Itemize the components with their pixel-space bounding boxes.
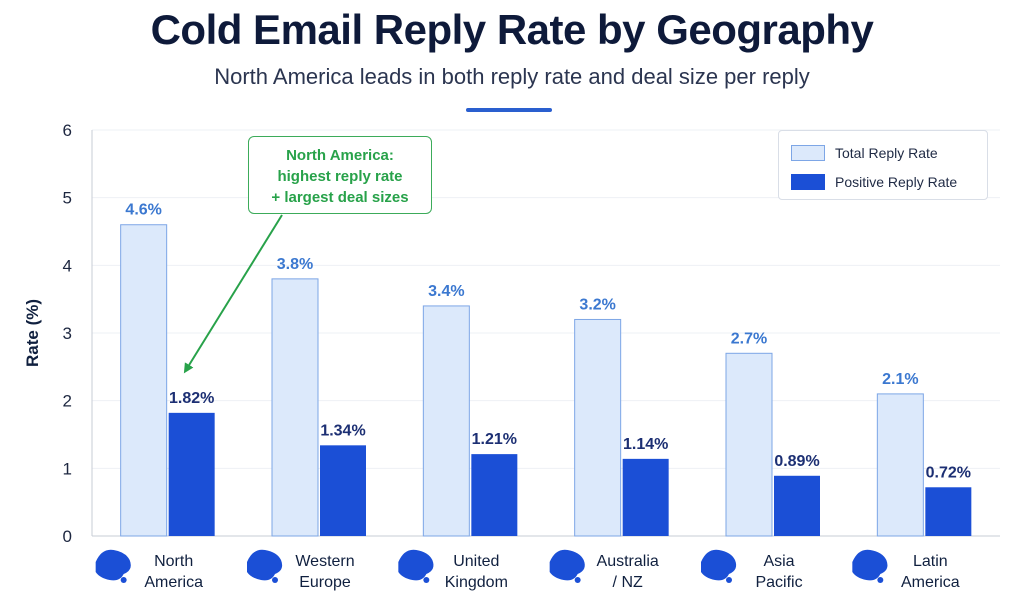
bar-total-reply-rate [876, 393, 924, 537]
data-label-total: 4.6% [125, 202, 161, 219]
x-category-label-line1: North [154, 553, 193, 570]
chart-legend: Total Reply Rate Positive Reply Rate [778, 130, 988, 200]
data-label-total: 3.2% [579, 296, 615, 313]
data-label-total: 3.4% [428, 283, 464, 300]
data-label-total: 2.7% [731, 330, 767, 347]
bar-positive-reply-rate [774, 475, 820, 536]
legend-label-positive: Positive Reply Rate [835, 174, 958, 190]
bar-total-reply-rate [574, 318, 622, 537]
callout-arrow [183, 214, 283, 374]
x-category-labels: North America Western Europe United Kingdom Au… [95, 549, 960, 591]
data-labels: 4.6% 1.82% 3.8% 1.34% 3.4% 1.21% 3.2% 1.14% 2.7%… [125, 202, 971, 482]
y-tick-label: 1 [63, 459, 72, 478]
data-label-positive: 1.82% [169, 390, 214, 407]
europe-map-icon [247, 549, 283, 583]
x-category-label-line2: Kingdom [445, 574, 508, 591]
bars [120, 224, 972, 537]
callout-line-1: North America: [286, 147, 394, 164]
bar-positive-reply-rate [925, 487, 972, 536]
legend-swatch-positive [791, 174, 825, 190]
axes: 0 1 2 3 4 5 6 Rate (%) [23, 121, 1000, 546]
uk-map-icon [398, 549, 434, 583]
x-category-label-line2: America [901, 574, 960, 591]
x-category-label-line2: / NZ [613, 574, 643, 591]
chart-subtitle: North America leads in both reply rate a… [214, 64, 810, 89]
y-tick-label: 4 [63, 256, 72, 275]
data-label-positive: 0.72% [926, 464, 971, 481]
bar-positive-reply-rate [320, 445, 366, 536]
x-category-label-line1: Latin [913, 553, 948, 570]
north-america-callout: North America: highest reply rate + larg… [248, 136, 432, 214]
data-label-positive: 1.14% [623, 436, 668, 453]
x-category-label-line2: Pacific [755, 574, 802, 591]
bar-total-reply-rate [422, 305, 470, 537]
data-label-positive: 1.34% [320, 422, 365, 439]
x-category-label-line1: Asia [763, 553, 794, 570]
x-category-label-line1: Australia [597, 553, 659, 570]
chart-title: Cold Email Reply Rate by Geography [150, 6, 874, 53]
legend-label-total: Total Reply Rate [835, 145, 938, 161]
north-america-map-icon [95, 549, 131, 583]
data-label-positive: 0.89% [774, 453, 819, 470]
title-underline [466, 108, 552, 112]
bar-positive-reply-rate [471, 454, 518, 536]
australia-map-icon [549, 549, 585, 583]
callout-line-3: + largest deal sizes [271, 189, 409, 206]
y-tick-label: 0 [63, 527, 72, 546]
south-america-map-icon [852, 549, 888, 583]
x-category-label-line2: Europe [299, 574, 351, 591]
y-tick-label: 6 [63, 121, 72, 140]
data-label-total: 3.8% [277, 256, 313, 273]
callout-line-2: highest reply rate [277, 168, 403, 185]
asia-map-icon [701, 549, 737, 583]
data-label-total: 2.1% [882, 371, 918, 388]
data-label-positive: 1.21% [472, 431, 517, 448]
legend-item-positive: Positive Reply Rate [791, 173, 957, 191]
bar-positive-reply-rate [168, 412, 215, 536]
bar-positive-reply-rate [622, 458, 669, 536]
bar-total-reply-rate [120, 224, 168, 537]
legend-swatch-total [791, 145, 825, 161]
y-axis-label: Rate (%) [23, 299, 42, 367]
y-tick-label: 3 [63, 324, 72, 343]
legend-item-total: Total Reply Rate [791, 144, 938, 162]
y-tick-label: 2 [63, 392, 72, 411]
x-category-label-line1: Western [295, 553, 354, 570]
bar-total-reply-rate [271, 278, 319, 537]
bar-total-reply-rate [725, 352, 773, 537]
x-category-label-line1: United [453, 553, 499, 570]
y-tick-label: 5 [63, 189, 72, 208]
x-category-label-line2: America [144, 574, 203, 591]
